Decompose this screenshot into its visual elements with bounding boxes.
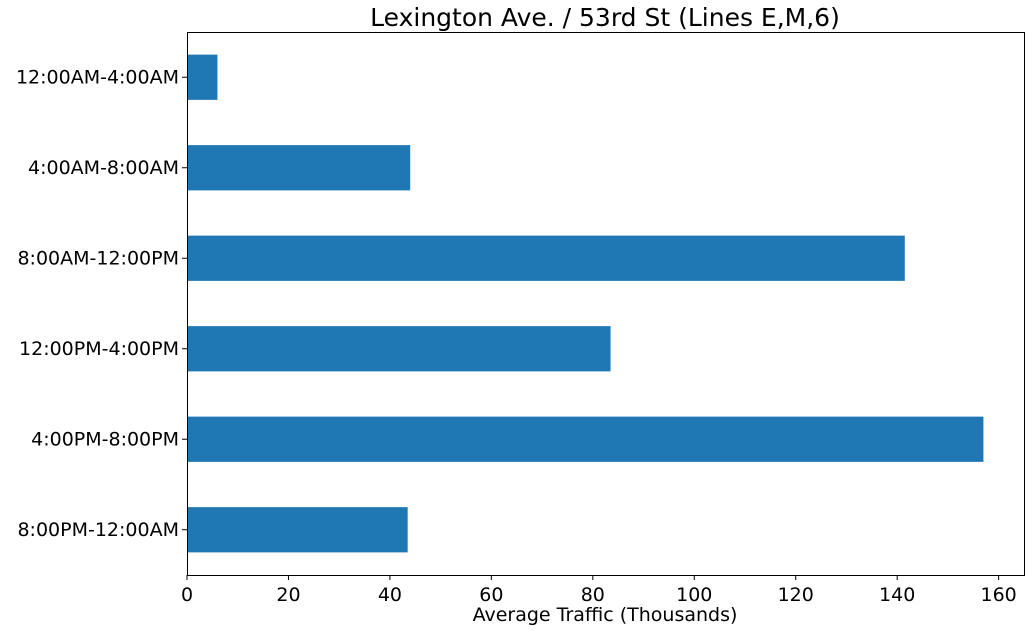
- y-tick-label-0: 12:00AM-4:00AM: [16, 66, 179, 88]
- x-tick-label-8: 160: [981, 584, 1017, 606]
- y-tick-label-4: 4:00PM-8:00PM: [31, 428, 179, 450]
- bars-layer: [187, 54, 984, 553]
- bar-2: [187, 235, 905, 281]
- y-tick-label-1: 4:00AM-8:00AM: [28, 157, 179, 179]
- plot-frame: [187, 32, 1025, 576]
- y-tick-label-3: 12:00PM-4:00PM: [19, 338, 179, 360]
- x-tick-label-0: 0: [181, 584, 193, 606]
- bar-1: [187, 145, 411, 191]
- y-tick-label-5: 8:00PM-12:00AM: [17, 519, 179, 541]
- chart-title: Lexington Ave. / 53rd St (Lines E,M,6): [370, 3, 840, 32]
- y-axis-ticks: 12:00AM-4:00AM 4:00AM-8:00AM 8:00AM-12:00P…: [16, 66, 187, 541]
- x-tick-label-3: 60: [479, 584, 503, 606]
- x-tick-label-2: 40: [378, 584, 402, 606]
- x-axis-label: Average Traffic (Thousands): [473, 604, 738, 626]
- x-tick-label-4: 80: [581, 584, 605, 606]
- x-tick-label-1: 20: [276, 584, 300, 606]
- bar-0: [187, 54, 218, 100]
- x-axis-ticks: 0 20 40 60 80 100 120 140 160: [181, 575, 1017, 606]
- x-tick-label-5: 100: [676, 584, 712, 606]
- bar-3: [187, 326, 611, 372]
- bar-4: [187, 416, 984, 462]
- x-tick-label-7: 140: [879, 584, 915, 606]
- y-tick-label-2: 8:00AM-12:00PM: [17, 247, 179, 269]
- x-tick-label-6: 120: [778, 584, 814, 606]
- bar-5: [187, 507, 408, 553]
